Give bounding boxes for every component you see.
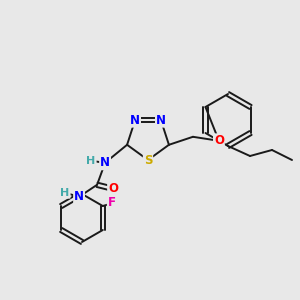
- Text: H: H: [86, 156, 96, 166]
- Text: N: N: [100, 156, 110, 169]
- Text: O: O: [108, 182, 118, 195]
- Text: F: F: [108, 196, 116, 209]
- Text: N: N: [130, 114, 140, 127]
- Text: N: N: [156, 114, 166, 127]
- Text: N: N: [74, 190, 84, 203]
- Text: O: O: [214, 134, 224, 147]
- Text: S: S: [144, 154, 152, 166]
- Text: H: H: [61, 188, 70, 198]
